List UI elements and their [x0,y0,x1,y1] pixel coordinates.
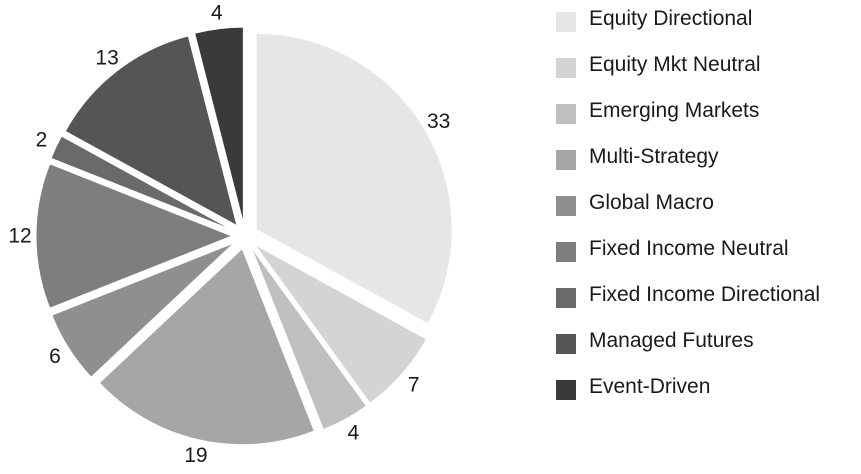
slice-value-label: 4 [348,422,360,445]
legend-swatch [556,242,576,262]
legend-label: Global Macro [589,191,714,214]
legend-item: Equity Directional [556,4,856,50]
legend-item: Fixed Income Directional [556,280,856,326]
legend-swatch [556,334,576,354]
legend-swatch [556,380,576,400]
pie-slice [50,135,234,231]
legend-label: Fixed Income Directional [589,283,821,306]
slice-value-label: 12 [8,225,31,248]
legend-swatch [556,104,576,124]
legend-swatch [556,58,576,78]
slice-value-label: 2 [36,129,48,152]
legend-label: Managed Futures [589,329,754,352]
legend-item: Emerging Markets [556,96,856,142]
pie-slice [194,26,244,224]
slice-value-label: 13 [95,47,118,70]
slice-value-label: 6 [49,345,61,368]
legend-label: Emerging Markets [589,99,760,122]
pie-slice [98,247,315,446]
chart-legend: Equity Directional Equity Mkt Neutral Em… [556,4,856,418]
pie-slice [35,163,234,309]
legend-label: Fixed Income Neutral [589,237,789,260]
legend-label: Multi-Strategy [589,145,719,168]
legend-item: Fixed Income Neutral [556,234,856,280]
pie-slice [255,32,453,325]
slice-value-label: 4 [211,1,223,24]
legend-label: Equity Directional [589,7,753,30]
legend-item: Multi-Strategy [556,142,856,188]
slice-value-label: 19 [184,444,207,467]
pie-slice [254,244,428,404]
legend-label: Equity Mkt Neutral [589,53,761,76]
slice-value-label: 7 [408,373,420,396]
legend-swatch [556,196,576,216]
legend-label: Event-Driven [589,375,711,398]
slice-value-label: 33 [427,110,450,133]
pie-slice [64,35,238,227]
pie-chart: 33 7 4 19 6 12 2 13 4 [8,1,453,467]
legend-item: Event-Driven [556,372,856,418]
legend-item: Equity Mkt Neutral [556,50,856,96]
legend-item: Managed Futures [556,326,856,372]
pie-slice [51,242,235,378]
legend-swatch [556,12,576,32]
legend-item: Global Macro [556,188,856,234]
pie-slice [250,247,368,431]
legend-swatch [556,150,576,170]
legend-swatch [556,288,576,308]
